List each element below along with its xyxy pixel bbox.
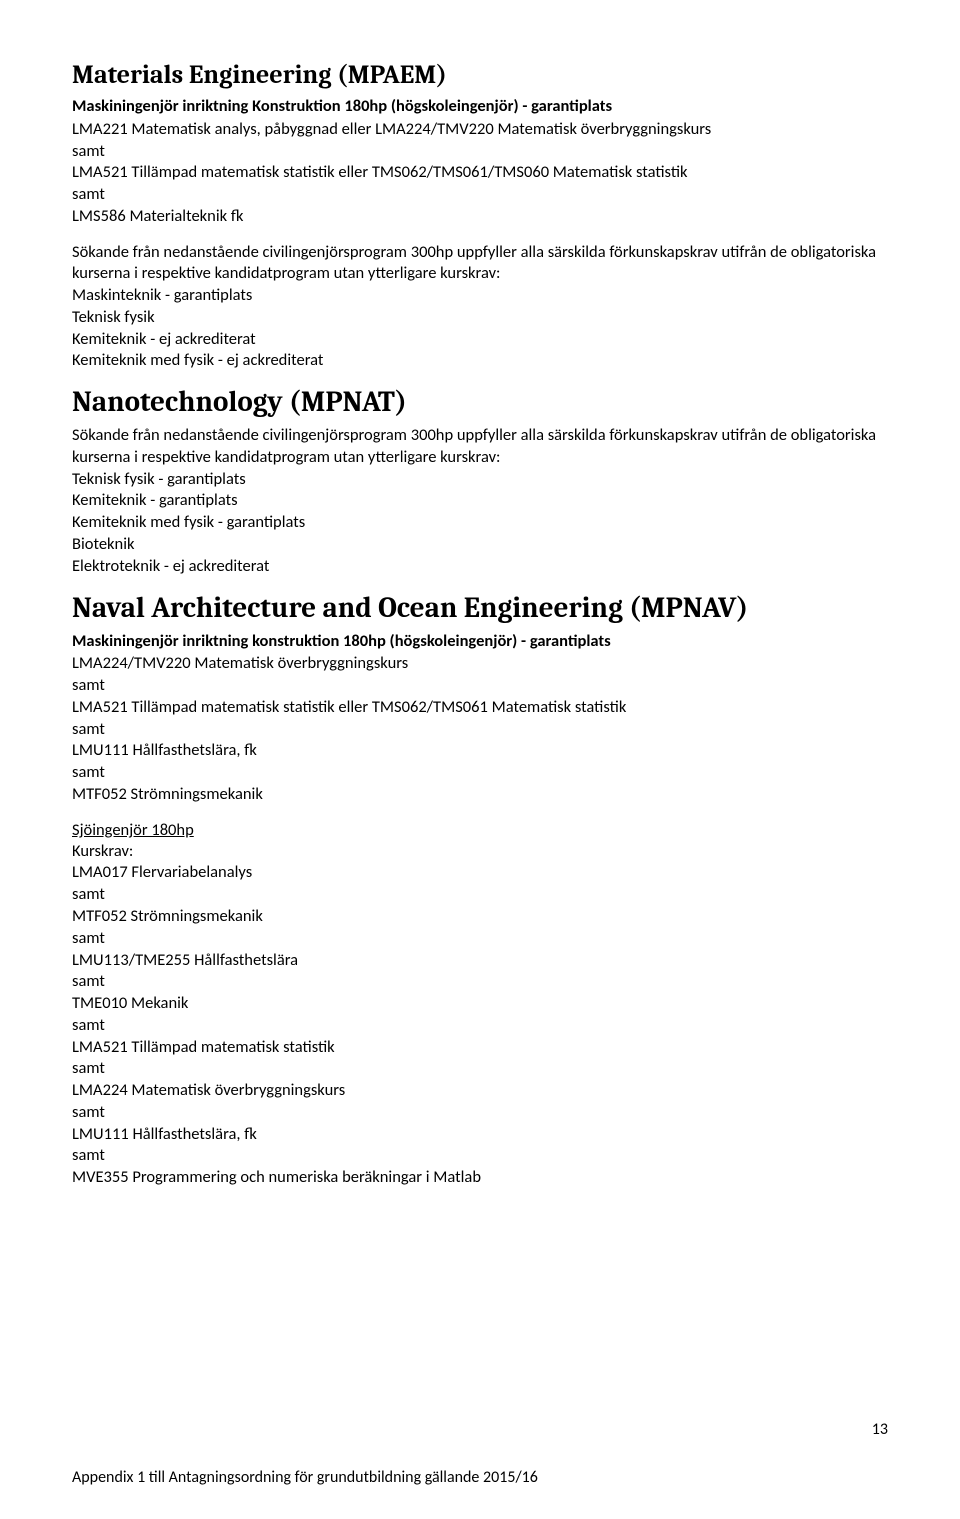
requirement-line: MTF052 Strömningsmekanik (72, 784, 888, 806)
requirement-line: samt (72, 719, 888, 741)
section-title-mpnat: Nanotechnology (MPNAT) (72, 386, 888, 419)
document-page: Materials Engineering (MPAEM) Maskininge… (0, 0, 960, 1519)
section-title-mpaem: Materials Engineering (MPAEM) (72, 60, 888, 90)
requirement-line: samt (72, 141, 888, 163)
program-item: Teknisk fysik - garantiplats (72, 469, 888, 491)
requirement-line: samt (72, 1145, 888, 1167)
subheading-mpaem: Maskiningenjör inriktning Konstruktion 1… (72, 96, 888, 118)
program-item: Maskinteknik - garantiplats (72, 285, 888, 307)
program-item: Elektroteknik - ej ackrediterat (72, 556, 888, 578)
requirement-line: LMA521 Tillämpad matematisk statistik (72, 1037, 888, 1059)
program-item: Teknisk fysik (72, 307, 888, 329)
requirement-line: TME010 Mekanik (72, 993, 888, 1015)
subheading-mpnav-2: Sjöingenjör 180hp (72, 820, 194, 840)
requirement-line: MVE355 Programmering och numeriska beräk… (72, 1167, 888, 1189)
requirement-line: samt (72, 884, 888, 906)
requirement-block-mpnav-1: LMA224/TMV220 Matematisk överbryggningsk… (72, 653, 888, 805)
requirement-line: samt (72, 675, 888, 697)
requirement-line: LMA521 Tillämpad matematisk statistik el… (72, 697, 888, 719)
requirement-line: samt (72, 1102, 888, 1124)
requirement-line: samt (72, 971, 888, 993)
requirement-line: LMS586 Materialteknik fk (72, 206, 888, 228)
requirement-line: samt (72, 928, 888, 950)
requirement-line: samt (72, 1058, 888, 1080)
program-item: Bioteknik (72, 534, 888, 556)
program-intro-mpnat: Sökande från nedanstående civilingenjörs… (72, 425, 888, 469)
page-number: 13 (872, 1420, 888, 1439)
requirement-line: LMA521 Tillämpad matematisk statistik el… (72, 162, 888, 184)
footer-text: Appendix 1 till Antagningsordning för gr… (72, 1468, 888, 1487)
subheading-mpnav-1: Maskiningenjör inriktning konstruktion 1… (72, 631, 888, 653)
program-item: Kemiteknik - ej ackrediterat (72, 329, 888, 351)
program-list-mpaem: Maskinteknik - garantiplats Teknisk fysi… (72, 285, 888, 372)
requirement-block-mpaem: LMA221 Matematisk analys, påbyggnad elle… (72, 119, 888, 228)
requirement-line: samt (72, 762, 888, 784)
requirement-line: samt (72, 1015, 888, 1037)
requirement-block-mpnav-2: LMA017 Flervariabelanalys samt MTF052 St… (72, 862, 888, 1188)
requirement-line: LMU111 Hållfasthetslära, fk (72, 740, 888, 762)
requirement-line: LMU111 Hållfasthetslära, fk (72, 1124, 888, 1146)
program-item: Kemiteknik med fysik - ej ackrediterat (72, 350, 888, 372)
program-item: Kemiteknik - garantiplats (72, 490, 888, 512)
requirement-line: MTF052 Strömningsmekanik (72, 906, 888, 928)
requirement-line: LMA017 Flervariabelanalys (72, 862, 888, 884)
program-item: Kemiteknik med fysik - garantiplats (72, 512, 888, 534)
section-title-mpnav: Naval Architecture and Ocean Engineering… (72, 592, 888, 625)
requirement-line: LMA224 Matematisk överbryggningskurs (72, 1080, 888, 1102)
program-intro-mpaem: Sökande från nedanstående civilingenjörs… (72, 242, 888, 286)
requirement-line: LMU113/TME255 Hållfasthetslära (72, 950, 888, 972)
requirement-line: LMA221 Matematisk analys, påbyggnad elle… (72, 119, 888, 141)
program-list-mpnat: Teknisk fysik - garantiplats Kemiteknik … (72, 469, 888, 578)
kurskrav-label: Kurskrav: (72, 841, 888, 863)
requirement-line: samt (72, 184, 888, 206)
requirement-line: LMA224/TMV220 Matematisk överbryggningsk… (72, 653, 888, 675)
